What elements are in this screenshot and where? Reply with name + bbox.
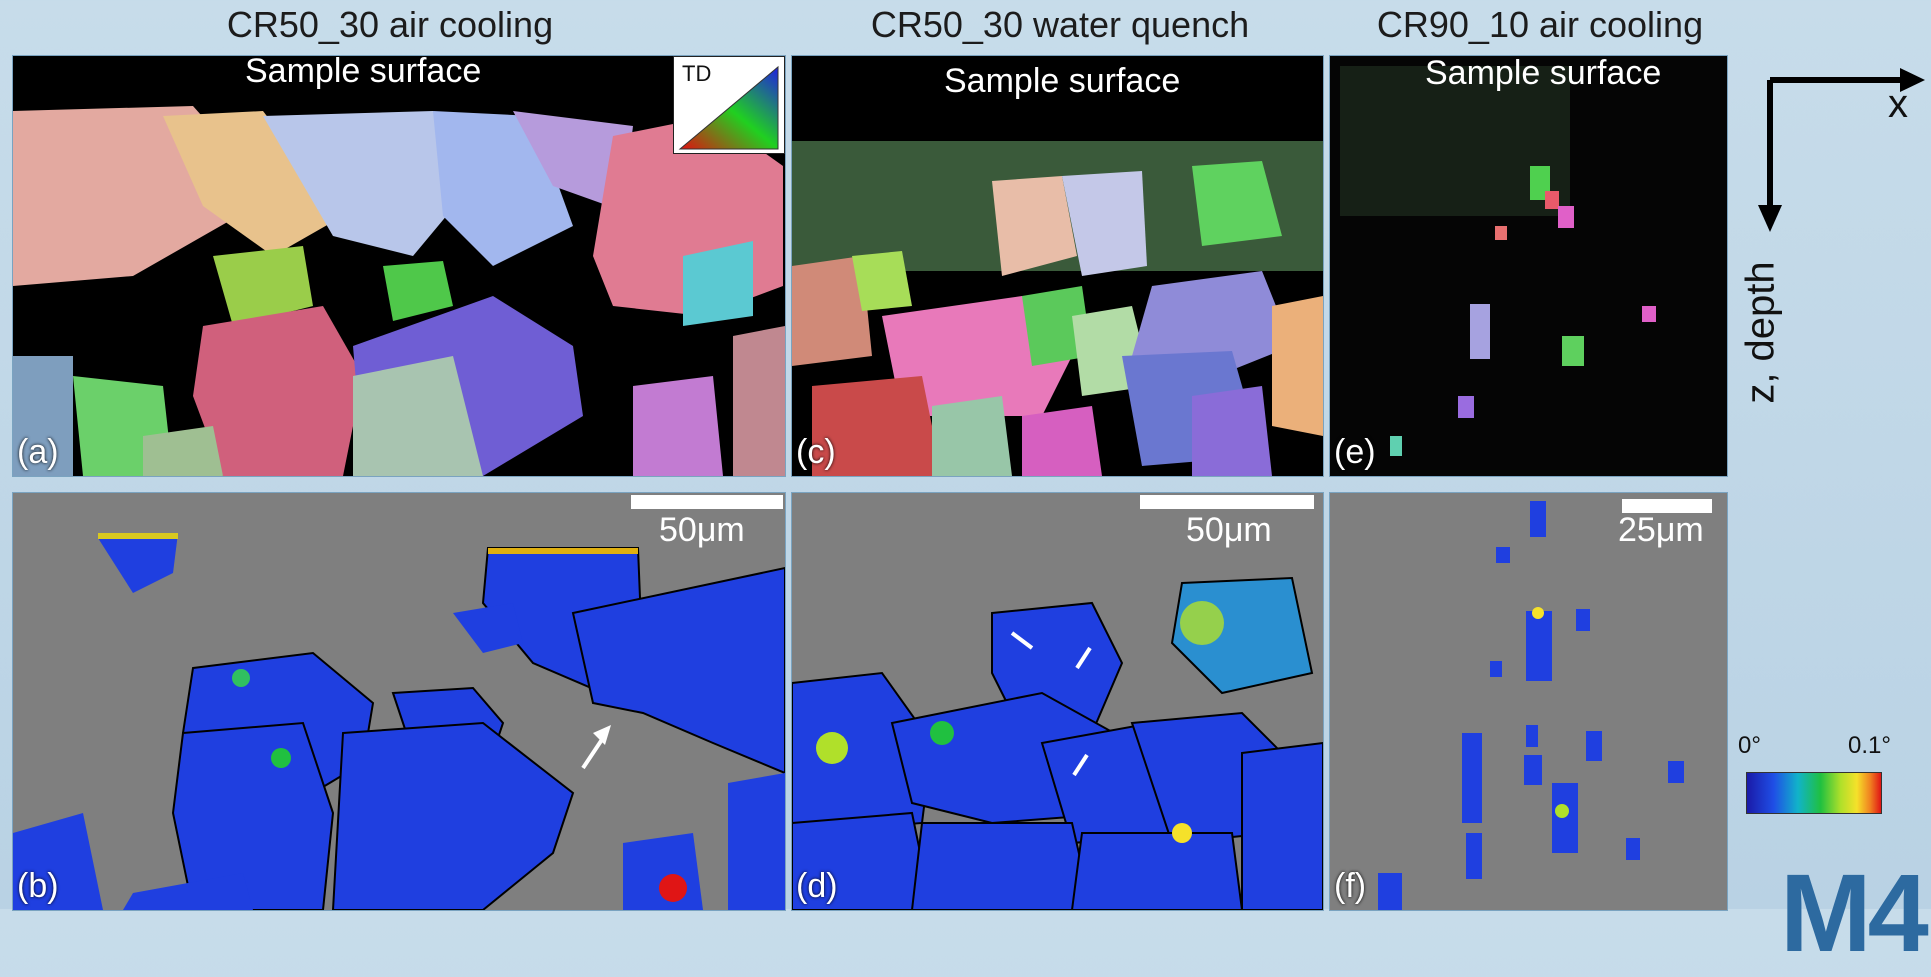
arrow-icon — [1010, 631, 1034, 650]
x-axis-label: x — [1888, 82, 1908, 126]
column-title-3: CR90_10 air cooling — [1376, 4, 1704, 45]
ipf-key-label: TD — [682, 61, 712, 86]
panel-a-ipf-map: Sample surface TD (a) — [12, 55, 786, 477]
scale-bar-f — [1622, 499, 1712, 513]
panel-tag-d: (d) — [796, 867, 838, 905]
panel-e-ipf-map: Sample surface (e) — [1329, 55, 1728, 477]
arrow-icon — [581, 736, 605, 770]
panel-tag-f: (f) — [1334, 867, 1367, 905]
panel-c-ipf-map: Sample surface (c) — [791, 55, 1324, 477]
sample-surface-label-e: Sample surface — [1425, 55, 1662, 92]
scale-bar-label-b: 50μm — [659, 511, 745, 549]
arrow-right-icon — [1900, 68, 1925, 92]
arrow-icon — [1072, 753, 1089, 777]
panel-b-kam-map: 50μm (b) — [12, 492, 786, 911]
kam-colorbar — [1746, 772, 1882, 814]
column-title-1: CR50_30 air cooling — [226, 4, 554, 45]
column-title-2: CR50_30 water quench — [870, 4, 1250, 45]
panel-f-kam-map: 25μm (f) — [1329, 492, 1728, 911]
colorbar-max-label: 0.1° — [1848, 732, 1891, 759]
panel-tag-e: (e) — [1334, 433, 1376, 471]
scale-bar-label-f: 25μm — [1618, 511, 1704, 549]
axis-diagram — [1758, 68, 1925, 232]
z-axis-label: z, depth — [1738, 261, 1783, 404]
scale-bar-b — [631, 495, 783, 509]
panel-tag-c: (c) — [796, 433, 836, 471]
sample-surface-label-a: Sample surface — [245, 55, 482, 90]
ipf-color-key: TD — [673, 56, 785, 154]
scale-bar-d — [1140, 495, 1314, 509]
sample-surface-label-c: Sample surface — [944, 62, 1181, 100]
panel-d-kam-map: 50μm (d) — [791, 492, 1324, 911]
colorbar-min-label: 0° — [1738, 732, 1761, 759]
panel-tag-b: (b) — [17, 867, 59, 905]
arrow-down-icon — [1758, 205, 1782, 232]
scale-bar-label-d: 50μm — [1186, 511, 1272, 549]
arrow-icon — [1075, 646, 1092, 670]
partial-logo: M4 — [1780, 852, 1929, 975]
panel-tag-a: (a) — [17, 433, 59, 471]
ipf-triangle-icon — [678, 65, 779, 150]
